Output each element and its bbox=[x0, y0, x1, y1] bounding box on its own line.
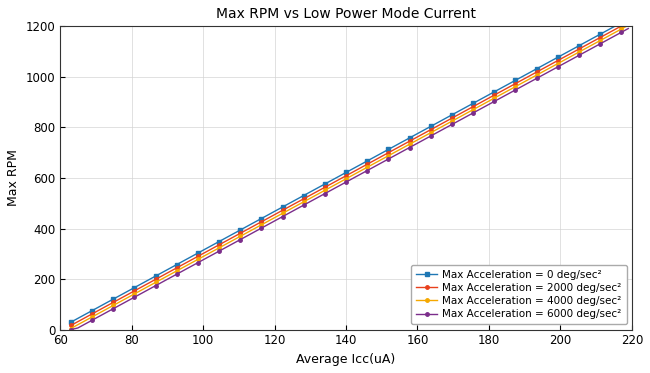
Max Acceleration = 2000 deg/sec² bbox=[67, 323, 75, 328]
Max Acceleration = 6000 deg/sec² bbox=[314, 195, 322, 200]
Legend: Max Acceleration = 0 deg/sec², Max Acceleration = 2000 deg/sec², Max Acceleratio: Max Acceleration = 0 deg/sec², Max Accel… bbox=[411, 264, 627, 325]
Max Acceleration = 6000 deg/sec² bbox=[625, 26, 632, 31]
Line: Max Acceleration = 0 deg/sec²: Max Acceleration = 0 deg/sec² bbox=[69, 17, 630, 324]
Max Acceleration = 4000 deg/sec² bbox=[398, 146, 406, 150]
Max Acceleration = 0 deg/sec² bbox=[561, 51, 569, 56]
Max Acceleration = 2000 deg/sec² bbox=[314, 189, 322, 193]
Max Acceleration = 0 deg/sec² bbox=[427, 124, 435, 129]
Max Acceleration = 2000 deg/sec² bbox=[427, 128, 435, 132]
Max Acceleration = 4000 deg/sec² bbox=[314, 192, 322, 197]
Max Acceleration = 0 deg/sec² bbox=[448, 113, 456, 117]
Max Acceleration = 4000 deg/sec² bbox=[67, 326, 75, 331]
Max Acceleration = 0 deg/sec² bbox=[406, 136, 413, 140]
Max Acceleration = 2000 deg/sec² bbox=[561, 54, 569, 59]
Line: Max Acceleration = 2000 deg/sec²: Max Acceleration = 2000 deg/sec² bbox=[69, 21, 630, 327]
Max Acceleration = 2000 deg/sec² bbox=[448, 116, 456, 120]
Max Acceleration = 6000 deg/sec² bbox=[448, 122, 456, 127]
Line: Max Acceleration = 4000 deg/sec²: Max Acceleration = 4000 deg/sec² bbox=[69, 23, 630, 330]
Max Acceleration = 6000 deg/sec² bbox=[406, 145, 413, 150]
Max Acceleration = 4000 deg/sec² bbox=[406, 142, 413, 147]
X-axis label: Average Icc(uA): Average Icc(uA) bbox=[296, 353, 396, 366]
Max Acceleration = 4000 deg/sec² bbox=[427, 131, 435, 135]
Max Acceleration = 0 deg/sec² bbox=[314, 186, 322, 190]
Max Acceleration = 2000 deg/sec² bbox=[406, 139, 413, 144]
Line: Max Acceleration = 6000 deg/sec²: Max Acceleration = 6000 deg/sec² bbox=[69, 27, 630, 331]
Max Acceleration = 4000 deg/sec² bbox=[448, 119, 456, 123]
Y-axis label: Max RPM: Max RPM bbox=[7, 150, 20, 206]
Max Acceleration = 6000 deg/sec² bbox=[67, 327, 75, 332]
Max Acceleration = 0 deg/sec² bbox=[625, 17, 632, 21]
Max Acceleration = 2000 deg/sec² bbox=[625, 20, 632, 25]
Max Acceleration = 6000 deg/sec² bbox=[427, 134, 435, 138]
Max Acceleration = 4000 deg/sec² bbox=[561, 57, 569, 62]
Title: Max RPM vs Low Power Mode Current: Max RPM vs Low Power Mode Current bbox=[216, 7, 476, 21]
Max Acceleration = 6000 deg/sec² bbox=[561, 61, 569, 65]
Max Acceleration = 6000 deg/sec² bbox=[398, 149, 406, 154]
Max Acceleration = 0 deg/sec² bbox=[67, 320, 75, 325]
Max Acceleration = 4000 deg/sec² bbox=[625, 23, 632, 28]
Max Acceleration = 0 deg/sec² bbox=[398, 140, 406, 144]
Max Acceleration = 2000 deg/sec² bbox=[398, 143, 406, 147]
